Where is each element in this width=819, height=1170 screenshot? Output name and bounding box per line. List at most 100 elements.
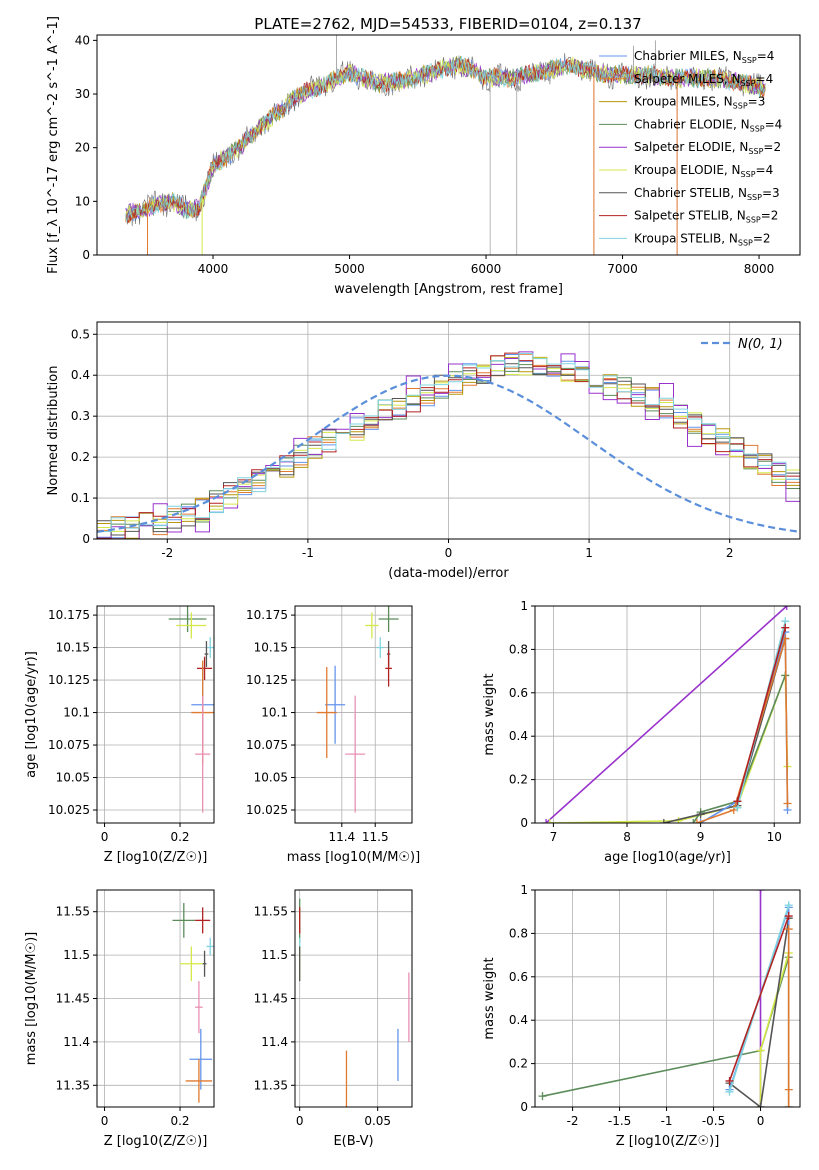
legend-entry: Chabrier STELIB, NSSP=3	[634, 186, 780, 202]
massweight_vs_Z-ytick-label: 0.4	[509, 1013, 528, 1027]
age_vs_mass-panel: 11.4 11.5 10.025 10.05 10.075 10.1 10.125 10.15…	[246, 605, 420, 865]
massweight-line	[542, 957, 790, 1097]
spectrum-frame	[96, 34, 801, 256]
mass_vs_ebv-ytick-label: 11.45	[254, 992, 288, 1006]
massweight-marker	[784, 1103, 793, 1107]
massweight-marker	[784, 925, 793, 934]
errorbar-point	[195, 695, 211, 813]
age_vs_Z-axes: 0 0.2 10.025 10.05 10.075 10.1 10.125 10.15 10.1…	[24, 605, 215, 865]
errorbar-point	[365, 612, 379, 639]
massweight-line	[663, 638, 787, 823]
age_vs_Z-ytick-label: 10.1	[63, 706, 90, 720]
age_vs_Z-ytick-label: 10.075	[48, 738, 90, 752]
errorbar-point	[325, 665, 346, 744]
residuals-ytick-label: 0.5	[71, 327, 90, 341]
massweight-marker	[784, 901, 793, 910]
mass_vs_ebv-ytick-label: 11.4	[261, 1035, 288, 1049]
massweight_vs_Z-ylabel: mass weight	[482, 957, 497, 1039]
spectrum-xtick-label: 6000	[471, 262, 502, 276]
errorbar-point	[345, 695, 366, 813]
massweight_vs_age-plot-area	[542, 606, 792, 823]
errorbar-point	[385, 650, 392, 687]
mass_vs_Z-xtick-label: 0	[101, 1114, 109, 1128]
spectrum-xtick-label: 4000	[198, 262, 229, 276]
massweight_vs_age-ytick-label: 1	[520, 599, 528, 613]
legend-entry: Kroupa ELODIE, NSSP=4	[634, 163, 773, 179]
mass_vs_Z-axes: 0 0.2 11.35 11.4 11.45 11.5 11.55 Z [log10(Z/Z☉…	[24, 889, 215, 1149]
massweight_vs_Z-ytick-label: 0.2	[509, 1057, 528, 1071]
massweight_vs_Z-xlabel: Z [log10(Z/Z☉)]	[616, 1134, 720, 1149]
mass_vs_ebv-ytick-label: 11.5	[261, 948, 288, 962]
age_vs_Z-frame	[96, 605, 215, 824]
errorbar-point	[206, 637, 214, 658]
errorbar-point	[180, 946, 203, 982]
massweight-marker	[783, 799, 792, 808]
mass_vs_Z-ytick-label: 11.55	[56, 905, 90, 919]
errorbar-point	[189, 1028, 213, 1090]
age_vs_mass-ytick-label: 10.075	[246, 738, 288, 752]
legend-entry: Salpeter ELODIE, NSSP=2	[634, 140, 781, 156]
residuals-xtick-label: 0	[445, 546, 453, 560]
age_vs_Z-ytick-label: 10.125	[48, 673, 90, 687]
massweight-line	[728, 907, 790, 1107]
age_vs_Z-xtick-label: 0	[101, 830, 109, 844]
massweight_vs_age-xtick-label: 7	[550, 830, 558, 844]
spectrum-ytick-label: 40	[75, 33, 90, 47]
age_vs_mass-ytick-label: 10.1	[261, 706, 288, 720]
spectrum-panel: 4000 5000 6000 7000 8000 0 10 20 30 40 wavelength …	[46, 16, 801, 297]
mass_vs_Z-panel: 0 0.2 11.35 11.4 11.45 11.5 11.55 Z [log10(Z/Z☉…	[24, 889, 215, 1149]
spectrum-xtick-label: 7000	[607, 262, 638, 276]
massweight_vs_age-ytick-label: 0	[520, 816, 528, 830]
residuals-panel: -2 -1 0 1 2 0 0.1 0.2 0.3 0.4 0.5 (data-model)/erro…	[46, 321, 801, 581]
massweight_vs_Z-xtick-label: -2	[567, 1114, 579, 1128]
spectrum-legend: Chabrier MILES, NSSP=4 Salpeter MILES, NS…	[599, 49, 782, 247]
massweight_vs_Z-xtick-label: -0.5	[702, 1114, 725, 1128]
spectrum-series-line	[125, 55, 766, 222]
age_vs_mass-xlabel: mass [log10(M/M☉)]	[287, 850, 420, 865]
massweight-marker	[784, 912, 793, 921]
errorbar-point	[195, 981, 203, 1034]
mass_vs_ebv-xtick-label: 0	[296, 1114, 304, 1128]
errorbar-point	[204, 641, 209, 668]
mass_vs_ebv-xtick-label: 0.05	[364, 1114, 391, 1128]
residuals-ytick-label: 0	[82, 532, 90, 546]
massweight_vs_age-axes: 7 8 9 10 0 0.2 0.4 0.6 0.8 1 age [log10(age/yr)] ma…	[482, 599, 801, 865]
residuals-xtick-label: -1	[302, 546, 314, 560]
mass_vs_ebv-ytick-label: 11.35	[254, 1078, 288, 1092]
mass_vs_ebv-plot-area	[299, 898, 410, 1107]
massweight_vs_age-ytick-label: 0.2	[509, 773, 528, 787]
errorbar-point	[206, 937, 214, 956]
massweight-marker	[725, 1076, 734, 1085]
massweight-marker	[692, 819, 701, 823]
age_vs_Z-ylabel: age [log10(age/yr)]	[24, 651, 39, 778]
massweight-marker	[782, 606, 791, 610]
legend-entry: Salpeter STELIB, NSSP=2	[634, 209, 778, 225]
mass_vs_Z-ytick-label: 11.45	[56, 992, 90, 1006]
residuals-xtick-label: -2	[161, 546, 173, 560]
histogram-step	[97, 353, 800, 532]
residuals-ytick-label: 0.1	[71, 491, 90, 505]
massweight_vs_Z-plot-area	[538, 890, 793, 1107]
residuals-ylabel: Normed distribution	[46, 366, 61, 496]
residuals-xtick-label: 1	[585, 546, 593, 560]
massweight-line	[728, 915, 790, 1082]
spectrum-plot-area	[125, 35, 766, 255]
massweight-marker	[696, 810, 705, 819]
spectrum-xlabel: wavelength [Angstrom, rest frame]	[334, 282, 563, 297]
age_vs_mass-ytick-label: 10.125	[246, 673, 288, 687]
residuals-ytick-label: 0.4	[71, 368, 90, 382]
massweight_vs_Z-panel: -2 -1.5 -1 -0.5 0 0 0.2 0.4 0.6 0.8 1 Z [log10(Z/Z☉…	[482, 883, 801, 1149]
spectrum-ytick-label: 0	[82, 248, 90, 262]
age_vs_Z-ytick-label: 10.025	[48, 803, 90, 817]
spectrum-ytick-label: 20	[75, 141, 90, 155]
massweight_vs_Z-axes: -2 -1.5 -1 -0.5 0 0 0.2 0.4 0.6 0.8 1 Z [log10(Z/Z☉…	[482, 883, 801, 1149]
legend-entry: Kroupa STELIB, NSSP=2	[634, 231, 771, 247]
legend-entry: Chabrier MILES, NSSP=4	[634, 49, 774, 65]
massweight-marker	[733, 797, 742, 806]
massweight-line	[729, 918, 790, 1107]
errorbar-point	[172, 903, 196, 938]
massweight_vs_Z-frame	[534, 889, 801, 1108]
massweight_vs_age-ytick-label: 0.8	[509, 642, 528, 656]
errorbar-point	[176, 612, 207, 639]
